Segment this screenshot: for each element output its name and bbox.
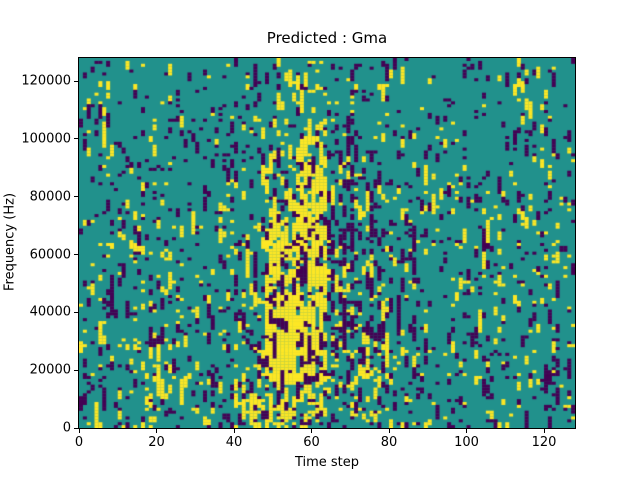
x-tick-label: 0 <box>74 435 84 450</box>
y-tick-mark <box>74 80 78 82</box>
x-tick-mark <box>388 429 390 433</box>
y-tick-label: 100000 <box>21 131 71 147</box>
y-tick-mark <box>74 369 78 371</box>
x-tick-mark <box>466 429 467 433</box>
chart-title: Predicted : Gma <box>266 29 388 47</box>
x-tick-mark <box>156 429 157 433</box>
y-tick-label: 20000 <box>29 362 71 378</box>
y-tick-mark <box>74 427 78 429</box>
x-tick-label: 40 <box>225 435 243 450</box>
y-tick-label: 60000 <box>29 247 71 263</box>
plot-area <box>78 57 576 429</box>
heatmap-canvas <box>79 58 575 428</box>
y-axis-label: Frequency (Hz) <box>2 192 18 292</box>
y-tick-mark <box>74 196 78 198</box>
x-tick-mark <box>311 429 312 433</box>
y-tick-label: 120000 <box>21 73 71 89</box>
y-tick-mark <box>74 311 78 313</box>
y-tick-label: 80000 <box>29 189 71 205</box>
x-tick-label: 100 <box>454 435 479 450</box>
y-tick-label: 0 <box>62 420 71 436</box>
x-tick-label: 20 <box>148 435 165 450</box>
x-tick-mark <box>543 429 545 433</box>
y-tick-label: 40000 <box>29 304 71 320</box>
y-tick-mark <box>74 138 78 140</box>
y-tick-mark <box>74 254 78 256</box>
x-tick-label: 60 <box>303 435 320 450</box>
x-tick-mark <box>78 429 80 433</box>
x-tick-label: 80 <box>380 435 398 450</box>
x-tick-mark <box>233 429 235 433</box>
x-axis-label: Time step <box>294 455 360 470</box>
x-tick-label: 120 <box>531 435 557 450</box>
